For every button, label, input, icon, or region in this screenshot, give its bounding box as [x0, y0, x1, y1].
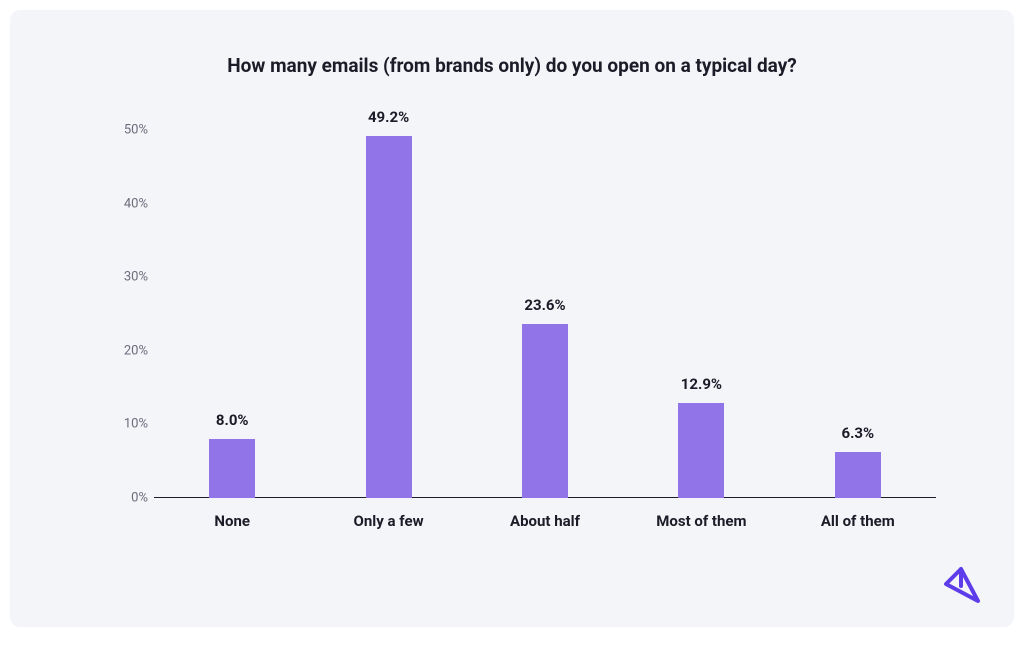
y-tick-label: 0% — [106, 491, 148, 506]
bar: 8.0%None — [209, 439, 255, 498]
x-category-label: Most of them — [621, 512, 781, 530]
brand-logo-icon — [938, 561, 986, 613]
bar-value-label: 6.3% — [798, 424, 918, 452]
bar: 12.9%Most of them — [678, 403, 724, 498]
bar-value-label: 12.9% — [641, 375, 761, 403]
y-tick-label: 40% — [106, 196, 148, 211]
y-tick-label: 30% — [106, 270, 148, 285]
bar: 23.6%About half — [522, 324, 568, 498]
y-tick-label: 50% — [106, 123, 148, 138]
y-tick-label: 10% — [106, 417, 148, 432]
bar-chart: 0%10%20%30%40%50%8.0%None49.2%Only a few… — [106, 130, 936, 530]
x-category-label: Only a few — [309, 512, 469, 530]
bar-value-label: 49.2% — [329, 108, 449, 136]
plot-area: 0%10%20%30%40%50%8.0%None49.2%Only a few… — [154, 130, 936, 498]
bar: 49.2%Only a few — [366, 136, 412, 498]
chart-title: How many emails (from brands only) do yo… — [10, 10, 1014, 77]
bar-rect — [522, 324, 568, 498]
bar-rect — [209, 439, 255, 498]
x-category-label: About half — [465, 512, 625, 530]
bar-rect — [835, 452, 881, 498]
x-category-label: All of them — [778, 512, 938, 530]
bar: 6.3%All of them — [835, 452, 881, 498]
bar-rect — [366, 136, 412, 498]
x-category-label: None — [152, 512, 312, 530]
y-tick-label: 20% — [106, 343, 148, 358]
bar-rect — [678, 403, 724, 498]
bar-value-label: 8.0% — [172, 411, 292, 439]
bar-value-label: 23.6% — [485, 296, 605, 324]
chart-card: How many emails (from brands only) do yo… — [10, 10, 1014, 627]
